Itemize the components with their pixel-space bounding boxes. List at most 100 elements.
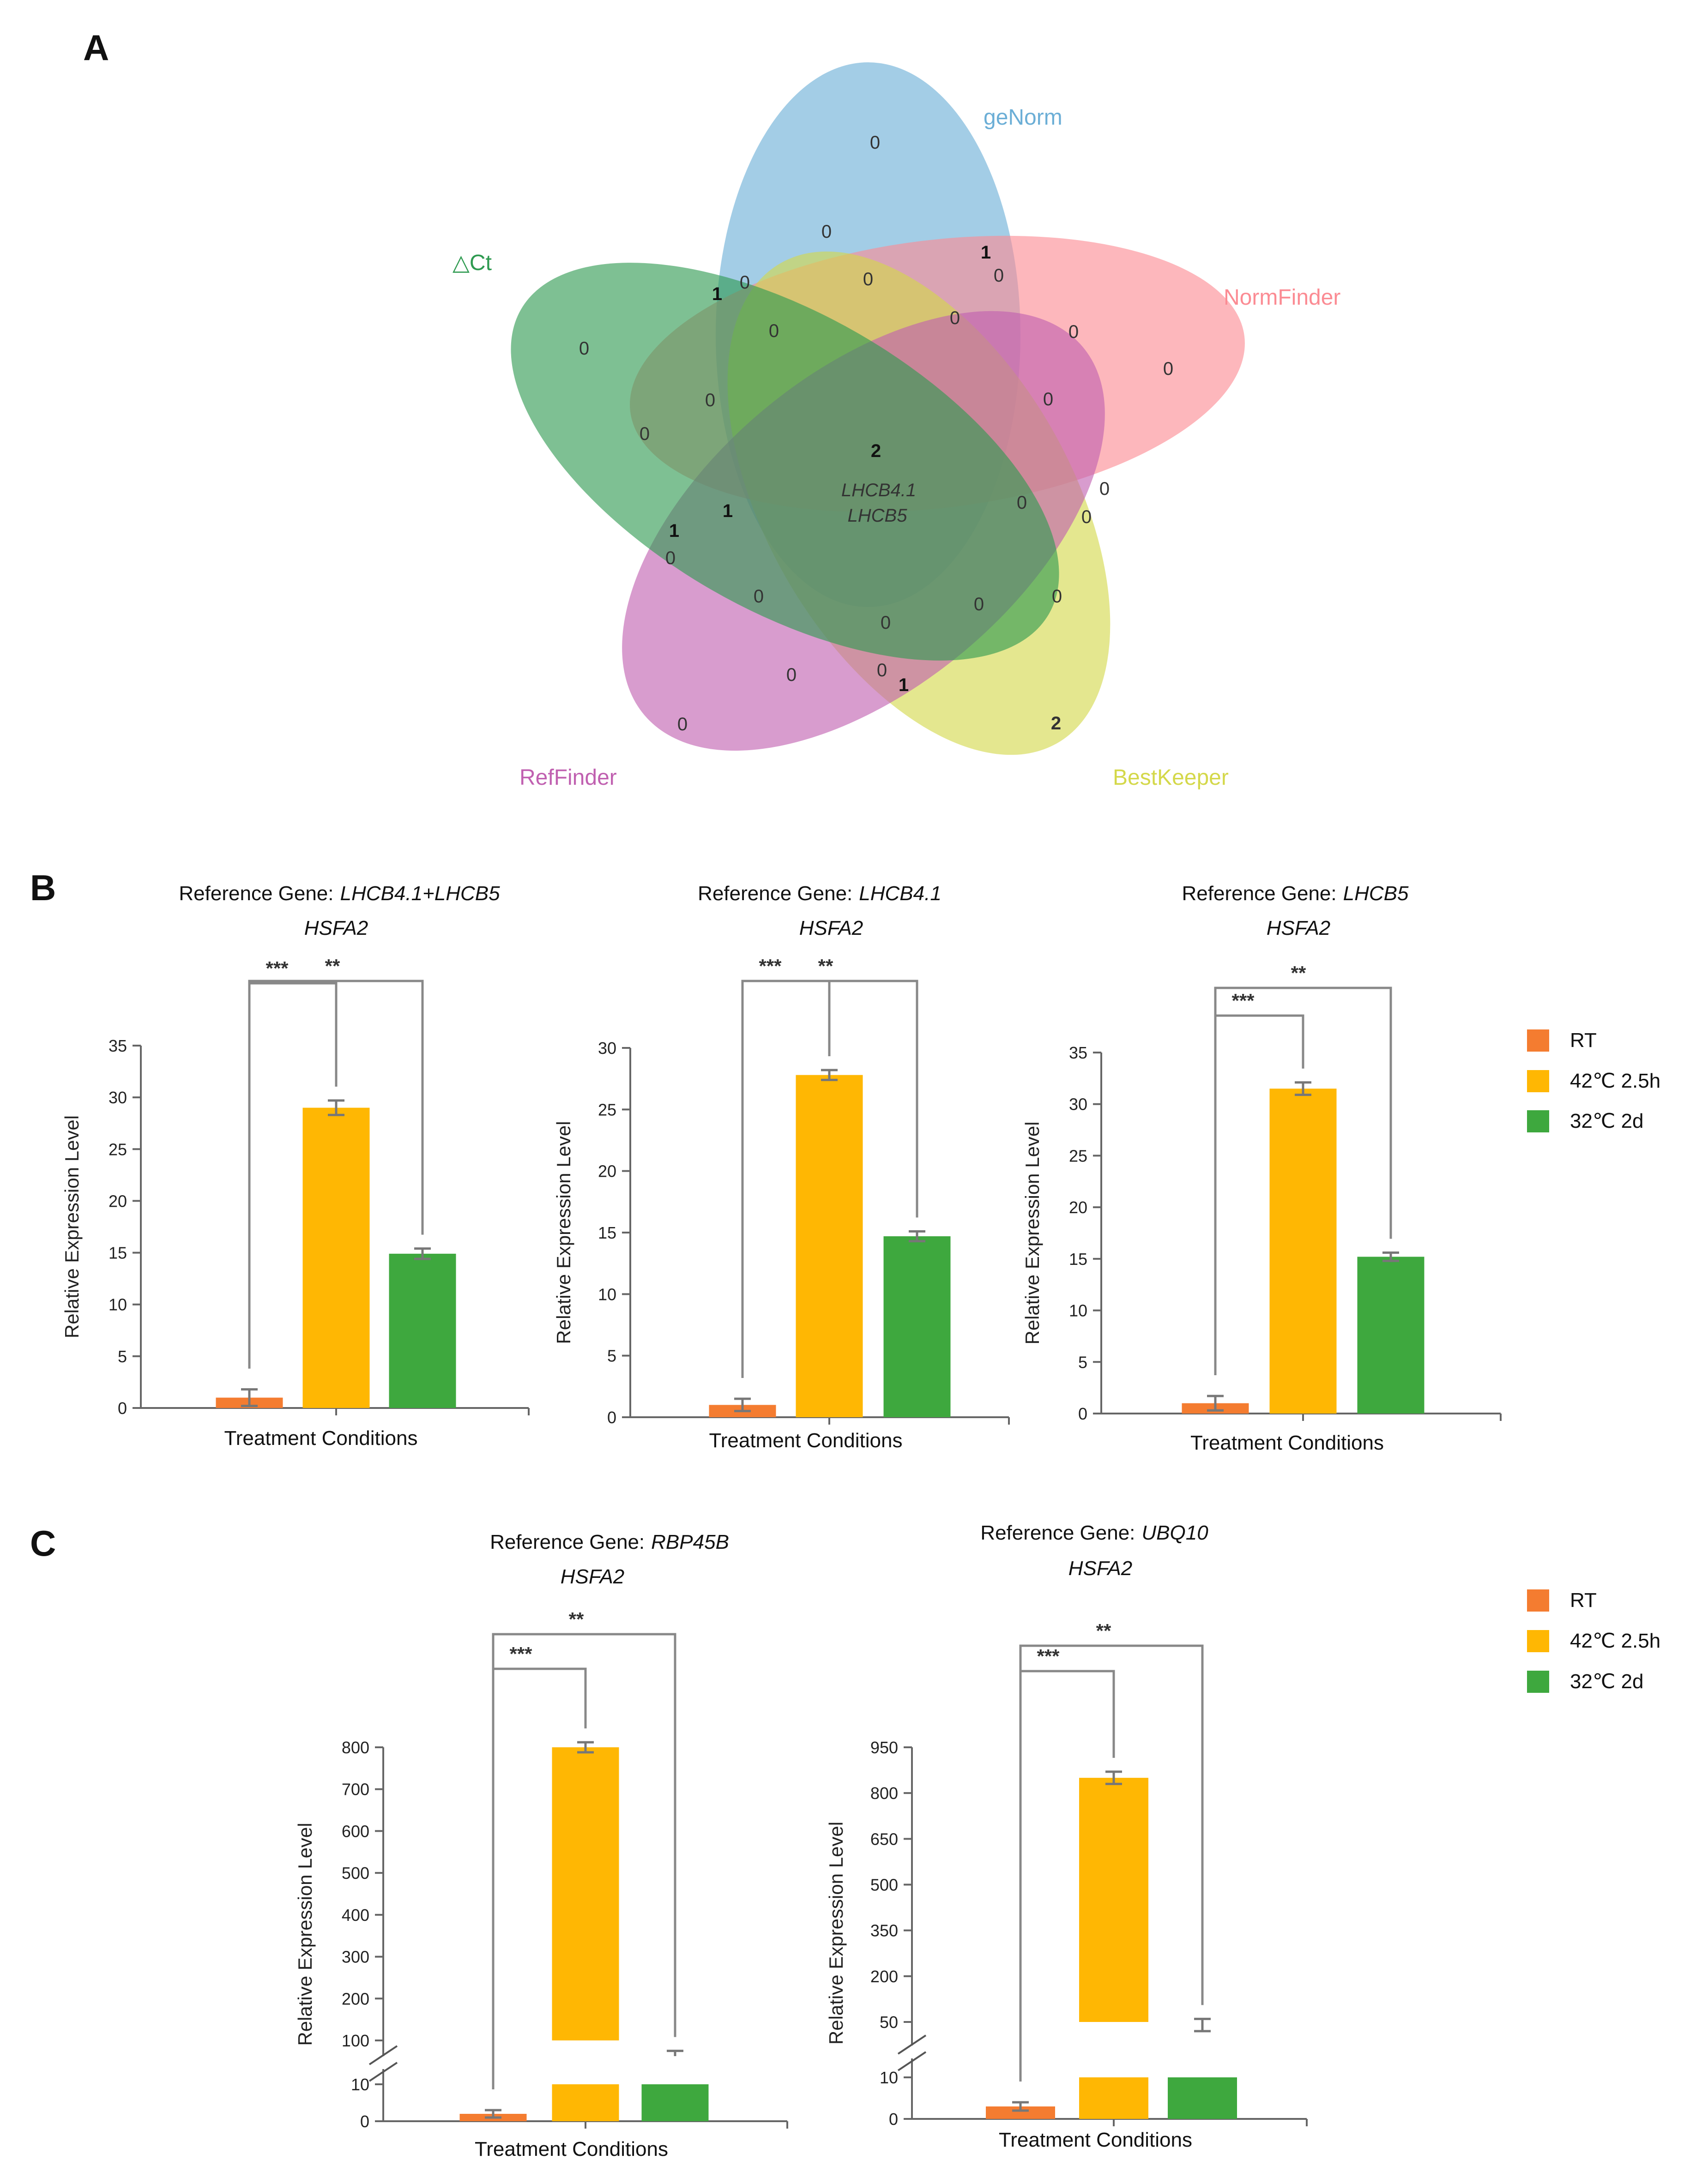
y-tick-label: 30	[109, 1088, 127, 1107]
y-tick-label: 10	[598, 1285, 616, 1304]
y-tick-label: 15	[109, 1244, 127, 1263]
x-axis-label: Treatment Conditions	[709, 1429, 902, 1452]
legend-label: 42℃ 2.5h	[1570, 1070, 1660, 1092]
venn-count: 0	[1081, 507, 1092, 527]
bar	[883, 1236, 951, 1417]
venn-label-reffinder: RefFinder	[519, 765, 617, 790]
chart-title: Reference Gene: LHCB4.1+LHCB5	[179, 882, 500, 905]
title-prefix: Reference Gene:	[1182, 882, 1337, 905]
y-tick-label: 10	[351, 2075, 369, 2094]
legend-label: RT	[1570, 1029, 1597, 1052]
y-tick-label: 500	[342, 1864, 369, 1883]
venn-diagram: geNorm NormFinder BestKeeper RefFinder △…	[453, 62, 1340, 790]
y-tick-label: 700	[342, 1780, 369, 1799]
x-axis-label: Treatment Conditions	[475, 2138, 668, 2160]
y-tick-label: 0	[1078, 1404, 1087, 1423]
legend-swatch-42c	[1527, 1070, 1549, 1092]
title-prefix: Reference Gene:	[490, 1531, 645, 1553]
venn-count: 0	[1017, 493, 1027, 513]
reference-gene: LHCB4.1	[859, 882, 942, 905]
y-tick-label: 15	[1069, 1250, 1087, 1269]
bar-lower-segment	[1168, 2077, 1237, 2119]
target-gene: HSFA2	[799, 917, 863, 939]
y-tick-label: 30	[1069, 1095, 1087, 1114]
significance-label: **	[1291, 962, 1306, 984]
legend-swatch-42c	[1527, 1630, 1549, 1652]
bar	[796, 1075, 863, 1417]
venn-count: 0	[863, 269, 873, 289]
venn-count: 1	[712, 284, 722, 304]
significance-label: ***	[266, 957, 289, 979]
venn-count: 0	[1043, 389, 1053, 409]
venn-count: 0	[754, 586, 764, 607]
axis-break-mark	[897, 2034, 927, 2055]
y-tick-label: 0	[607, 1408, 616, 1427]
legend-b: RT 42℃ 2.5h 32℃ 2d	[1527, 1029, 1660, 1132]
title-prefix: Reference Gene:	[698, 882, 852, 905]
y-tick-label: 800	[342, 1738, 369, 1757]
venn-count: 0	[740, 272, 750, 293]
target-gene: HSFA2	[1068, 1557, 1133, 1580]
axis-break-gap	[893, 2046, 1307, 2058]
venn-count: 0	[677, 714, 688, 734]
y-tick-label: 800	[870, 1784, 898, 1803]
bar	[389, 1253, 456, 1408]
chart-title-b2: Reference Gene: LHCB4.1 HSFA2	[698, 882, 942, 939]
y-tick-label: 350	[870, 1921, 898, 1940]
chart-title-c1: Reference Gene: RBP45B HSFA2	[490, 1531, 729, 1588]
y-tick-label: 10	[880, 2068, 898, 2087]
target-gene: HSFA2	[561, 1565, 625, 1588]
bar	[1269, 1089, 1337, 1414]
y-tick-label: 600	[342, 1822, 369, 1841]
y-axis-label: Relative Expression Level	[61, 1115, 83, 1338]
y-tick-label: 5	[607, 1347, 616, 1366]
y-tick-label: 25	[109, 1140, 127, 1159]
y-tick-label: 0	[360, 2112, 369, 2131]
chart-title-b3: Reference Gene: LHCB5 HSFA2	[1182, 882, 1409, 939]
significance-bracket	[248, 980, 424, 1369]
x-axis-label: Treatment Conditions	[1190, 1432, 1384, 1454]
venn-count: 0	[665, 548, 676, 568]
axis-break-mark	[897, 2051, 927, 2071]
venn-count: 0	[1099, 479, 1110, 499]
venn-label-deltact: △Ct	[453, 251, 492, 275]
significance-bracket	[1019, 1644, 1204, 2082]
panel-label-c: C	[30, 1523, 56, 1564]
significance-label: **	[325, 955, 340, 977]
y-tick-label: 650	[870, 1829, 898, 1848]
y-tick-label: 200	[342, 1989, 369, 2008]
legend-swatch-rt	[1527, 1029, 1549, 1052]
y-tick-label: 300	[342, 1948, 369, 1967]
reference-gene: LHCB5	[1343, 882, 1409, 905]
y-tick-label: 20	[1069, 1198, 1087, 1217]
y-tick-label: 200	[870, 1967, 898, 1986]
axis-break-mark	[368, 2045, 398, 2065]
y-tick-label: 5	[1078, 1353, 1087, 1372]
venn-count: 0	[1052, 586, 1062, 607]
significance-label: **	[1096, 1620, 1111, 1642]
venn-count: 0	[994, 265, 1004, 286]
venn-count: 1	[981, 242, 991, 263]
axis-break-gap	[365, 2056, 787, 2069]
legend-swatch-32c	[1527, 1671, 1549, 1693]
significance-bracket	[492, 1633, 676, 2089]
venn-count: 0	[579, 338, 589, 359]
legend-swatch-rt	[1527, 1589, 1549, 1612]
y-tick-label: 50	[880, 2013, 898, 2032]
y-axis-label: Relative Expression Level	[825, 1822, 847, 2045]
significance-bracket	[741, 980, 918, 1378]
venn-count: 0	[786, 665, 797, 685]
legend-c: RT 42℃ 2.5h 32℃ 2d	[1527, 1589, 1660, 1693]
venn-ellipse-deltact	[511, 263, 1059, 661]
chart-title-c2: Reference Gene: UBQ10 HSFA2	[980, 1522, 1208, 1580]
venn-center-gene: LHCB5	[848, 505, 908, 526]
y-tick-label: 20	[598, 1162, 616, 1181]
target-gene: HSFA2	[1267, 917, 1331, 939]
significance-label: ***	[509, 1643, 532, 1665]
bar	[552, 1747, 619, 2040]
bar-lower-segment	[1079, 2077, 1148, 2119]
